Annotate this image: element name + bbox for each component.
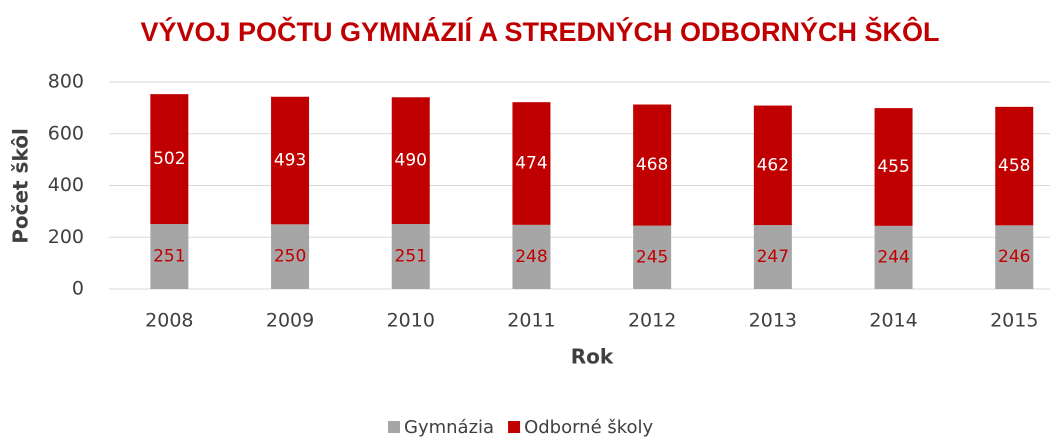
- y-tick-label: 400: [48, 174, 84, 196]
- bar-segment: [874, 225, 913, 289]
- bar-segment: [995, 106, 1034, 226]
- legend: Gymnázia Odborné školy: [388, 417, 654, 438]
- data-label: 462: [757, 155, 789, 175]
- bar-segment: [271, 96, 310, 225]
- data-label: 248: [515, 247, 547, 267]
- x-tick-label: 2008: [145, 310, 193, 332]
- bar-segment: [271, 224, 310, 289]
- x-tick-label: 2012: [628, 310, 676, 332]
- x-axis-label: Rok: [571, 345, 614, 369]
- data-label: 245: [636, 247, 668, 267]
- data-label: 474: [515, 154, 547, 174]
- y-tick-label: 0: [72, 278, 84, 300]
- data-label: 468: [636, 155, 668, 175]
- x-tick-label: 2015: [990, 310, 1038, 332]
- x-tick-label: 2014: [869, 310, 917, 332]
- y-tick-label: 800: [48, 71, 84, 93]
- data-label: 244: [877, 247, 909, 267]
- y-tick-label: 200: [48, 226, 84, 248]
- data-label: 490: [395, 151, 427, 171]
- data-label: 246: [998, 247, 1030, 267]
- bar-segment: [753, 105, 792, 226]
- data-label: 251: [153, 247, 185, 267]
- data-label: 250: [274, 247, 306, 267]
- bar-segment: [874, 108, 913, 226]
- data-label: 493: [274, 151, 306, 171]
- legend-swatch: [508, 421, 521, 433]
- legend-label: Odborné školy: [524, 417, 653, 438]
- chart-title: VÝVOJ POČTU GYMNÁZIÍ A STREDNÝCH ODBORNÝ…: [140, 16, 939, 47]
- data-label: 502: [153, 149, 185, 169]
- y-tick-label: 600: [48, 122, 84, 144]
- bar-segment: [633, 104, 672, 226]
- bar-segment: [391, 97, 430, 225]
- bar-segment: [391, 224, 430, 289]
- x-tick-label: 2009: [266, 310, 314, 332]
- x-tick-label: 2013: [749, 310, 797, 332]
- bar-segment: [150, 224, 189, 289]
- x-tick-label: 2011: [507, 310, 555, 332]
- bar-segment: [633, 225, 672, 289]
- data-label: 455: [877, 157, 909, 177]
- bar-segment: [150, 94, 189, 225]
- data-label: 458: [998, 156, 1030, 176]
- legend-label: Gymnázia: [404, 417, 494, 438]
- y-axis-label: Počet škôl: [9, 128, 33, 244]
- x-tick-label: 2010: [387, 310, 435, 332]
- bar-segment: [512, 224, 551, 289]
- data-label: 247: [757, 247, 789, 267]
- bar-segment: [995, 225, 1034, 289]
- data-label: 251: [395, 247, 427, 267]
- legend-swatch: [388, 421, 400, 433]
- bar-segment: [753, 225, 792, 289]
- bar-segment: [512, 102, 551, 225]
